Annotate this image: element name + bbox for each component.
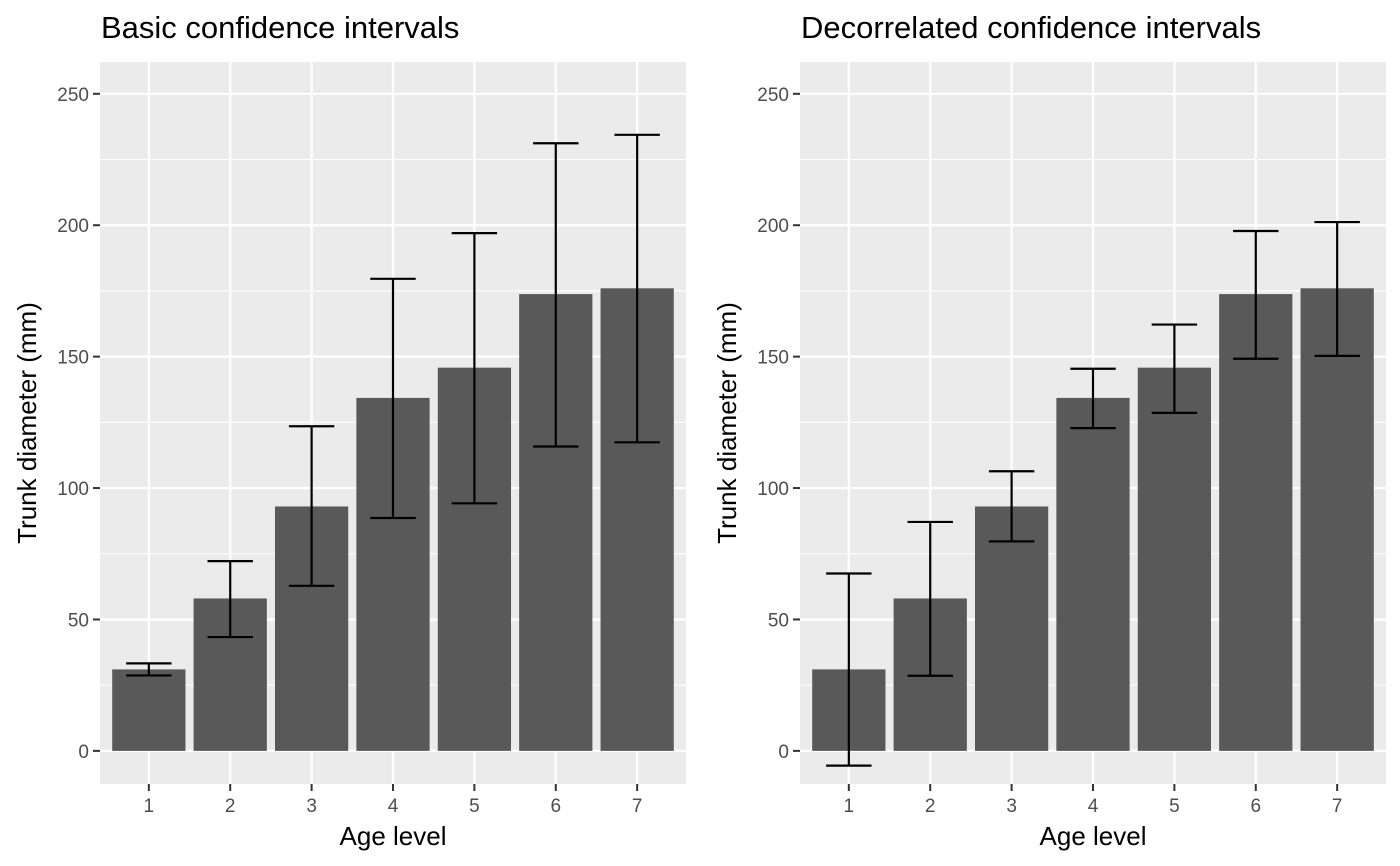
error-bars bbox=[126, 133, 660, 677]
chart-panel-decorrelated: Decorrelated confidence intervals 0 50 100… bbox=[700, 0, 1400, 866]
chart-title: Decorrelated confidence intervals bbox=[801, 10, 1261, 45]
bars bbox=[812, 288, 1374, 751]
bar-5 bbox=[1137, 367, 1212, 751]
chart-svg-decorrelated: Decorrelated confidence intervals 0 50 100… bbox=[712, 10, 1386, 851]
error-bar-7 bbox=[614, 133, 660, 444]
y-axis-title: Trunk diameter (mm) bbox=[12, 302, 42, 544]
x-tick-label: 1 bbox=[144, 796, 155, 817]
error-bar-7 bbox=[1314, 220, 1360, 357]
y-tick-label: 250 bbox=[757, 85, 789, 106]
y-tick-label: 0 bbox=[78, 742, 89, 763]
bar-7 bbox=[1300, 288, 1374, 751]
x-tick-label: 4 bbox=[388, 796, 399, 817]
x-axis-title: Age level bbox=[340, 821, 447, 851]
x-tick-label: 7 bbox=[1332, 796, 1343, 817]
chart-panel-basic: Basic confidence intervals 0 50 100 150 200 2… bbox=[12, 10, 686, 851]
error-bar-3 bbox=[988, 470, 1035, 543]
x-tick-label: 3 bbox=[306, 796, 317, 817]
x-tick-label: 6 bbox=[1250, 796, 1261, 817]
y-tick-label: 50 bbox=[768, 610, 789, 631]
y-tick-label: 50 bbox=[68, 610, 89, 631]
error-bar-2 bbox=[907, 520, 953, 677]
bar-3 bbox=[974, 506, 1049, 751]
error-bars bbox=[826, 220, 1360, 767]
axis-ticks: 0 50 100 150 200 250 1 2 3 4 5 6 7 bbox=[757, 85, 1342, 817]
chart-title: Basic confidence intervals bbox=[101, 10, 459, 45]
error-bar-1 bbox=[126, 662, 172, 677]
x-axis-title: Age level bbox=[1040, 821, 1147, 851]
axis-ticks: 0 50 100 150 200 250 1 2 3 4 5 6 7 bbox=[57, 85, 642, 817]
bar-6 bbox=[1219, 294, 1293, 751]
error-bar-4 bbox=[370, 277, 416, 520]
y-tick-label: 250 bbox=[57, 85, 89, 106]
bar-1 bbox=[112, 669, 186, 751]
x-tick-label: 4 bbox=[1088, 796, 1099, 817]
chart-svg-basic: Basic confidence intervals 0 50 100 150 200 2… bbox=[12, 10, 686, 851]
x-tick-label: 7 bbox=[632, 796, 643, 817]
error-bar-2 bbox=[207, 560, 253, 639]
x-tick-label: 2 bbox=[225, 796, 236, 817]
y-tick-label: 200 bbox=[757, 216, 789, 237]
x-tick-label: 2 bbox=[925, 796, 936, 817]
error-bar-4 bbox=[1070, 367, 1116, 430]
x-tick-label: 6 bbox=[550, 796, 561, 817]
y-tick-label: 200 bbox=[57, 216, 89, 237]
error-bar-5 bbox=[451, 232, 498, 505]
y-tick-label: 0 bbox=[778, 742, 789, 763]
y-tick-label: 100 bbox=[57, 479, 89, 500]
x-tick-label: 3 bbox=[1006, 796, 1017, 817]
error-bar-3 bbox=[288, 425, 335, 587]
error-bar-1 bbox=[826, 572, 872, 767]
y-tick-label: 150 bbox=[57, 348, 89, 369]
x-tick-label: 5 bbox=[469, 796, 480, 817]
x-tick-label: 1 bbox=[844, 796, 855, 817]
bar-4 bbox=[1056, 397, 1130, 751]
y-tick-label: 100 bbox=[757, 479, 789, 500]
y-axis-title: Trunk diameter (mm) bbox=[712, 302, 742, 544]
error-bar-6 bbox=[533, 142, 579, 448]
error-bar-5 bbox=[1151, 323, 1198, 414]
x-tick-label: 5 bbox=[1169, 796, 1180, 817]
y-tick-label: 150 bbox=[757, 348, 789, 369]
bars bbox=[112, 288, 674, 751]
error-bar-6 bbox=[1233, 229, 1279, 360]
